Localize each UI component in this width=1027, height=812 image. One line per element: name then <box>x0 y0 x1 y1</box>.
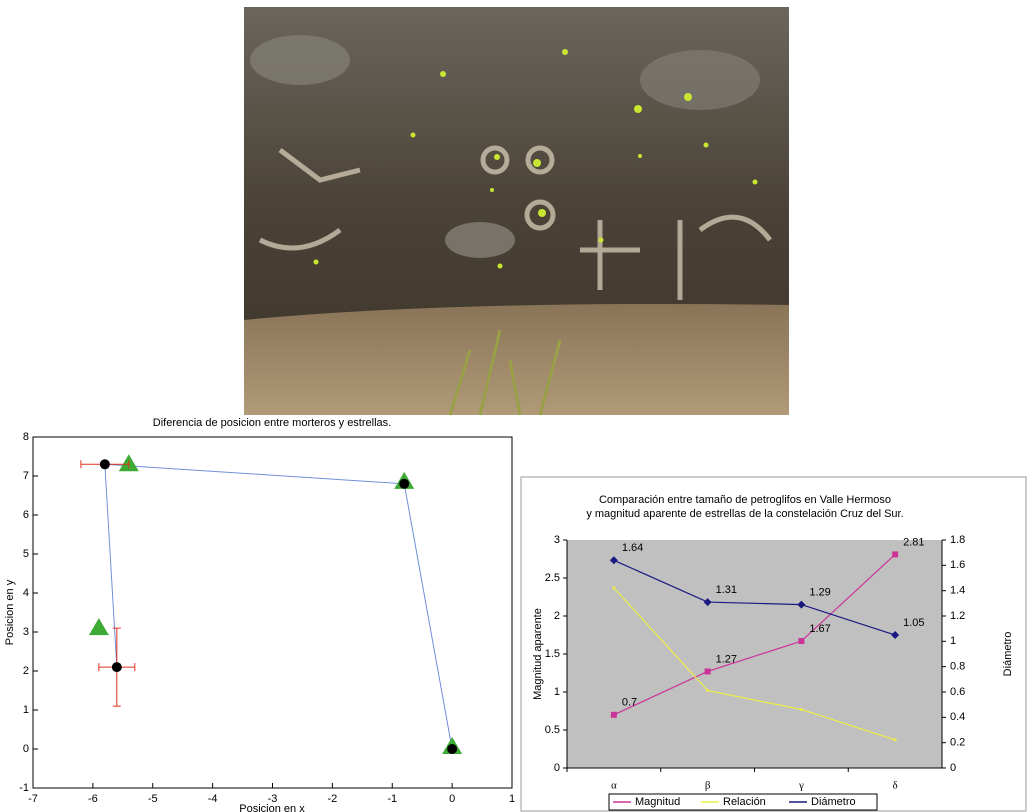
x-tick-label: -7 <box>28 793 38 805</box>
x-tick-label: -5 <box>148 793 158 805</box>
y2-tick-label: 1.4 <box>950 585 965 597</box>
y-tick-label: 0 <box>554 762 560 774</box>
point <box>399 479 409 489</box>
x-tick-label: -3 <box>268 793 278 805</box>
y2-tick-label: 1.6 <box>950 559 965 571</box>
x-tick-label: -6 <box>88 793 98 805</box>
plot-area <box>33 437 512 788</box>
y2-tick-label: 0.2 <box>950 737 965 749</box>
x-tick-label: δ <box>893 780 898 792</box>
point <box>705 668 711 674</box>
x-tick-label: β <box>705 780 711 792</box>
x-tick-label: γ <box>798 780 804 792</box>
y-tick-label: 7 <box>23 470 29 482</box>
data-label: 1.31 <box>716 584 737 596</box>
data-label: 1.05 <box>903 617 924 629</box>
point <box>611 712 617 718</box>
y2-axis-label: Diámetro <box>1002 632 1014 677</box>
x-tick-label: 1 <box>509 793 515 805</box>
photo <box>244 7 789 415</box>
y-tick-label: 4 <box>23 587 29 599</box>
y-axis-label: Posicion en y <box>4 579 16 645</box>
chart-title: Comparación entre tamaño de petroglifos … <box>599 494 891 506</box>
point <box>894 738 897 741</box>
page: Diferencia de posicion entre morteros y … <box>0 0 1027 812</box>
y2-tick-label: 1.2 <box>950 610 965 622</box>
y-tick-label: 2.5 <box>545 572 560 584</box>
y2-tick-label: 0.6 <box>950 686 965 698</box>
point <box>892 551 898 557</box>
y-tick-label: 5 <box>23 548 29 560</box>
y-tick-label: 0.5 <box>545 724 560 736</box>
x-tick-label: -2 <box>327 793 337 805</box>
point <box>706 689 709 692</box>
chart-title: y magnitud aparente de estrellas de la c… <box>586 508 903 520</box>
y-tick-label: 0 <box>23 743 29 755</box>
legend-label: Diámetro <box>811 796 856 808</box>
y-tick-label: 1 <box>23 704 29 716</box>
y2-tick-label: 0.8 <box>950 661 965 673</box>
data-label: 2.81 <box>903 536 924 548</box>
point <box>100 459 110 469</box>
y-tick-label: 1 <box>554 686 560 698</box>
legend-label: Magnitud <box>635 796 680 808</box>
data-label: 1.29 <box>809 587 830 599</box>
y-tick-label: 2 <box>23 665 29 677</box>
y-tick-label: -1 <box>19 782 29 794</box>
data-label: 1.64 <box>622 542 643 554</box>
legend: Magnitud Relación Diámetro <box>609 794 877 810</box>
y-tick-label: 1.5 <box>545 648 560 660</box>
legend-label: Relación <box>723 796 766 808</box>
data-label: 0.7 <box>622 697 637 709</box>
x-tick-label: -4 <box>208 793 218 805</box>
data-label: 1.27 <box>716 653 737 665</box>
y2-tick-label: 0.4 <box>950 711 965 723</box>
x-tick-label: -1 <box>387 793 397 805</box>
point <box>612 586 615 589</box>
y-tick-label: 8 <box>23 431 29 443</box>
point <box>112 662 122 672</box>
x-tick-label: α <box>611 780 617 792</box>
point <box>800 708 803 711</box>
data-label: 1.67 <box>809 623 830 635</box>
y-tick-label: 3 <box>554 534 560 546</box>
y-tick-label: 3 <box>23 626 29 638</box>
chart-title: Diferencia de posicion entre morteros y … <box>153 417 391 429</box>
y2-tick-label: 1.8 <box>950 534 965 546</box>
y-tick-label: 6 <box>23 509 29 521</box>
point <box>798 638 804 644</box>
x-tick-label: 0 <box>449 793 455 805</box>
y2-tick-label: 0 <box>950 762 956 774</box>
y-axis-label: Magnitud aparente <box>532 608 544 700</box>
point <box>447 744 457 754</box>
plot-area <box>567 540 942 768</box>
y-tick-label: 2 <box>554 610 560 622</box>
y2-tick-label: 1 <box>950 635 956 647</box>
